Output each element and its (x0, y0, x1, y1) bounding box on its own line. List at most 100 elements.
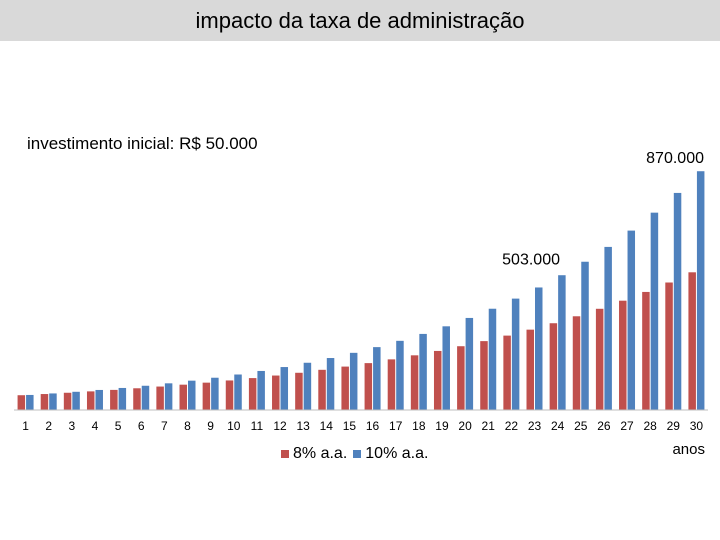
bar-10pct-12 (280, 367, 289, 410)
bar-8pct-6 (133, 388, 141, 410)
x-tick-label: 27 (620, 419, 634, 433)
chart-legend: 8% a.a. 10% a.a. (281, 444, 434, 464)
legend-item-8pct: 8% a.a. (281, 445, 347, 463)
bar-10pct-1 (26, 394, 34, 410)
bar-8pct-27 (619, 300, 627, 410)
x-axis-unit-label: anos (672, 441, 705, 458)
bar-8pct-14 (318, 369, 326, 410)
x-tick-label: 24 (551, 419, 565, 433)
x-tick-label: 13 (296, 419, 310, 433)
bar-10pct-18 (419, 333, 427, 410)
title-bar (0, 0, 720, 41)
bar-8pct-2 (40, 394, 49, 410)
bar-10pct-20 (465, 317, 474, 410)
slide-title: impacto da taxa de administração (195, 8, 525, 33)
bar-10pct-27 (627, 230, 636, 410)
x-tick-label: 23 (528, 419, 542, 433)
slide-subtitle: investimento inicial: R$ 50.000 (27, 134, 258, 153)
bar-8pct-29 (665, 282, 673, 410)
bar-10pct-2 (49, 393, 57, 410)
legend-label-10pct: 10% a.a. (365, 445, 429, 462)
x-tick-label: 14 (320, 419, 334, 433)
bar-8pct-9 (202, 382, 211, 410)
data-label-10pct: 870.000 (646, 150, 704, 167)
x-tick-label: 3 (68, 419, 75, 433)
bar-8pct-21 (480, 341, 488, 410)
x-tick-label: 10 (227, 419, 241, 433)
x-tick-label: 18 (412, 419, 426, 433)
x-tick-label: 9 (207, 419, 214, 433)
bar-8pct-18 (410, 355, 419, 410)
bar-10pct-15 (349, 352, 358, 410)
bar-10pct-14 (326, 358, 335, 410)
x-tick-label: 22 (505, 419, 519, 433)
bar-8pct-13 (295, 372, 303, 410)
data-label-8pct: 503.000 (502, 251, 560, 268)
bar-10pct-17 (396, 340, 404, 410)
bar-10pct-5 (118, 387, 127, 410)
bar-10pct-4 (95, 389, 103, 410)
bar-8pct-22 (503, 335, 511, 410)
x-tick-label: 12 (273, 419, 287, 433)
bar-10pct-29 (673, 192, 682, 410)
bar-10pct-24 (558, 275, 566, 410)
bar-8pct-23 (526, 329, 534, 410)
x-tick-label: 7 (161, 419, 168, 433)
bar-10pct-22 (511, 298, 520, 410)
bar-8pct-12 (272, 375, 280, 410)
bar-8pct-19 (433, 350, 442, 410)
x-tick-label: 26 (597, 419, 611, 433)
bar-10pct-3 (72, 391, 80, 410)
x-tick-label: 21 (482, 419, 496, 433)
bar-10pct-16 (373, 347, 381, 410)
bar-10pct-25 (581, 261, 589, 410)
x-tick-label: 19 (435, 419, 449, 433)
x-tick-label: 8 (184, 419, 191, 433)
bar-8pct-7 (156, 386, 164, 410)
x-tick-label: 20 (458, 419, 472, 433)
x-tick-label: 6 (138, 419, 145, 433)
bar-10pct-10 (234, 374, 242, 410)
legend-swatch-10pct (353, 450, 362, 458)
bar-8pct-1 (17, 395, 26, 410)
bar-8pct-26 (595, 308, 604, 410)
bar-10pct-11 (257, 370, 265, 410)
bar-8pct-28 (642, 291, 650, 410)
bar-8pct-10 (225, 380, 234, 410)
bar-8pct-3 (63, 392, 72, 410)
bar-10pct-7 (164, 383, 173, 410)
bar-10pct-23 (535, 287, 543, 410)
bar-10pct-21 (488, 308, 497, 410)
x-tick-label: 17 (389, 419, 403, 433)
bar-10pct-6 (141, 385, 150, 410)
x-tick-label: 15 (343, 419, 357, 433)
bar-8pct-16 (364, 363, 373, 410)
x-tick-label: 5 (115, 419, 122, 433)
bar-10pct-9 (211, 377, 219, 410)
bar-8pct-30 (688, 272, 696, 410)
bar-8pct-4 (86, 391, 95, 410)
bar-8pct-25 (572, 316, 581, 410)
legend-swatch-8pct (281, 450, 289, 458)
legend-item-10pct: 10% a.a. (353, 445, 428, 463)
bar-10pct-30 (696, 171, 705, 410)
bar-8pct-17 (387, 359, 396, 410)
x-tick-label: 29 (667, 419, 681, 433)
bar-10pct-8 (188, 380, 196, 410)
bar-8pct-15 (341, 366, 349, 410)
bar-8pct-11 (248, 378, 257, 410)
x-tick-label: 28 (643, 419, 657, 433)
bar-10pct-28 (650, 212, 659, 410)
bar-10pct-13 (303, 362, 312, 410)
bar-8pct-8 (179, 384, 187, 410)
bar-10pct-26 (604, 246, 612, 410)
bar-10pct-19 (442, 326, 450, 410)
x-tick-label: 25 (574, 419, 588, 433)
x-tick-label: 1 (22, 419, 29, 433)
bar-8pct-5 (110, 389, 118, 410)
bar-8pct-24 (549, 323, 558, 410)
x-tick-label: 16 (366, 419, 380, 433)
bar-8pct-20 (457, 346, 465, 410)
x-tick-label: 11 (251, 419, 264, 433)
